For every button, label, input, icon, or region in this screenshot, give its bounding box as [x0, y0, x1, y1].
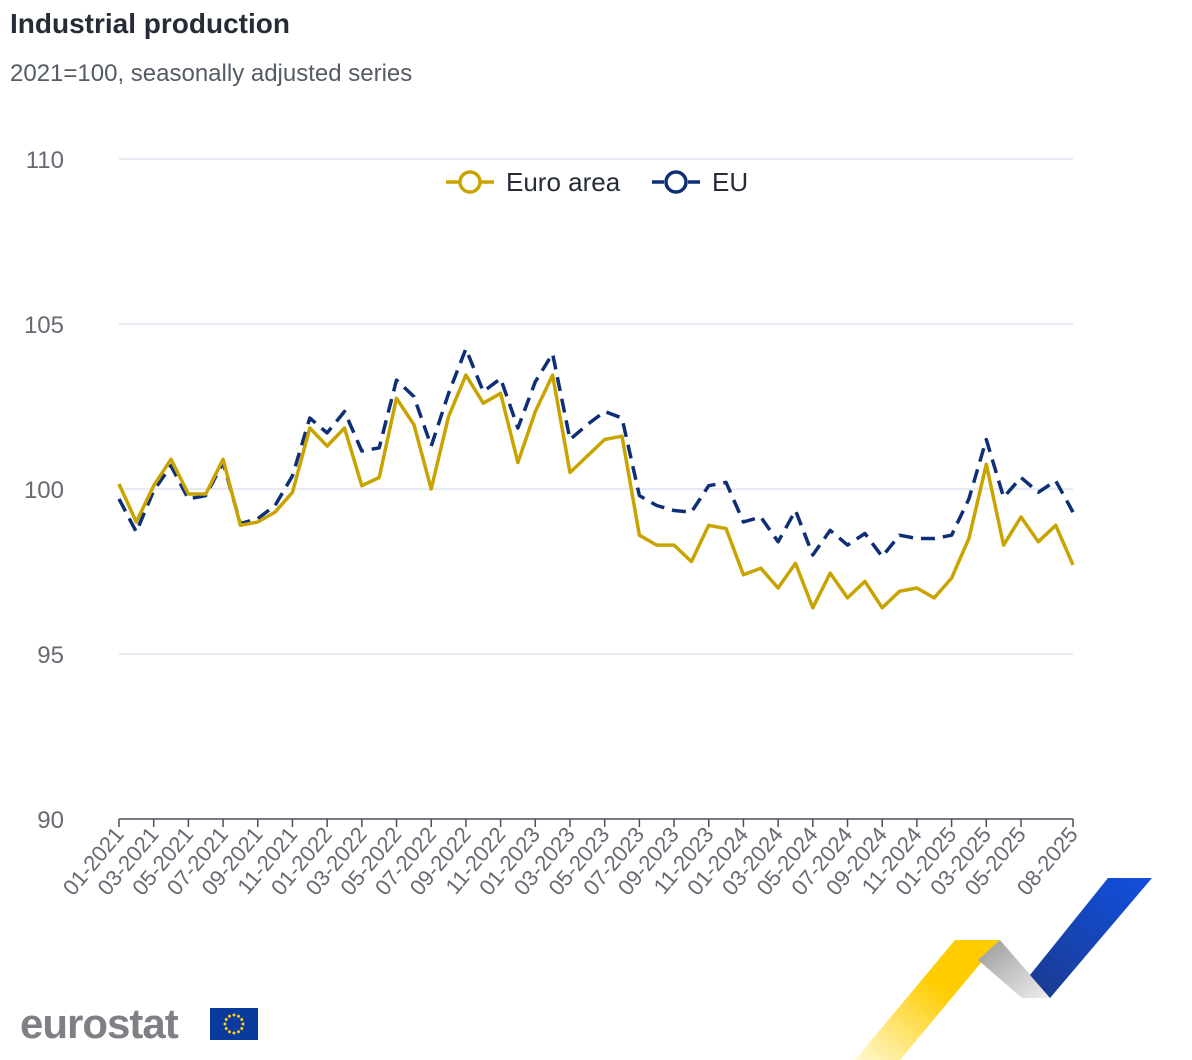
legend: Euro area EU [446, 167, 748, 197]
y-axis: 90 95 100 105 110 [24, 147, 64, 834]
eurostat-logo: eurostat [20, 1000, 179, 1047]
flag-star [224, 1018, 228, 1021]
flag-star [232, 1013, 236, 1017]
flag-star [224, 1027, 228, 1030]
flag-star [237, 1030, 240, 1034]
legend-marker-icon [664, 170, 688, 194]
legend-label: EU [712, 167, 748, 197]
y-tick-label: 110 [26, 147, 64, 174]
x-axis: 01-202103-202105-202107-202109-202111-20… [58, 818, 1083, 900]
legend-marker-icon [458, 170, 482, 194]
series-line-euro-area [117, 373, 1075, 610]
eu-flag-icon [210, 1008, 258, 1040]
series-line-eu [117, 347, 1075, 559]
grid [119, 158, 1073, 655]
series-lines [117, 347, 1075, 610]
flag-star [240, 1027, 244, 1030]
flag-star [237, 1014, 240, 1018]
flag-star [223, 1022, 227, 1026]
eurostat-ribbon-decoration [855, 878, 1152, 1060]
flag-star [228, 1014, 231, 1018]
chart-title: Industrial production [10, 8, 290, 39]
y-tick-label: 95 [37, 642, 64, 669]
chart-subtitle: 2021=100, seasonally adjusted series [10, 60, 413, 87]
flag-star [228, 1030, 231, 1034]
flag-star [241, 1022, 245, 1026]
flag-star [240, 1018, 244, 1021]
flag-star [232, 1031, 236, 1035]
y-tick-label: 90 [37, 807, 64, 834]
y-tick-label: 105 [24, 312, 64, 339]
legend-label: Euro area [506, 167, 621, 197]
y-tick-label: 100 [24, 477, 64, 504]
